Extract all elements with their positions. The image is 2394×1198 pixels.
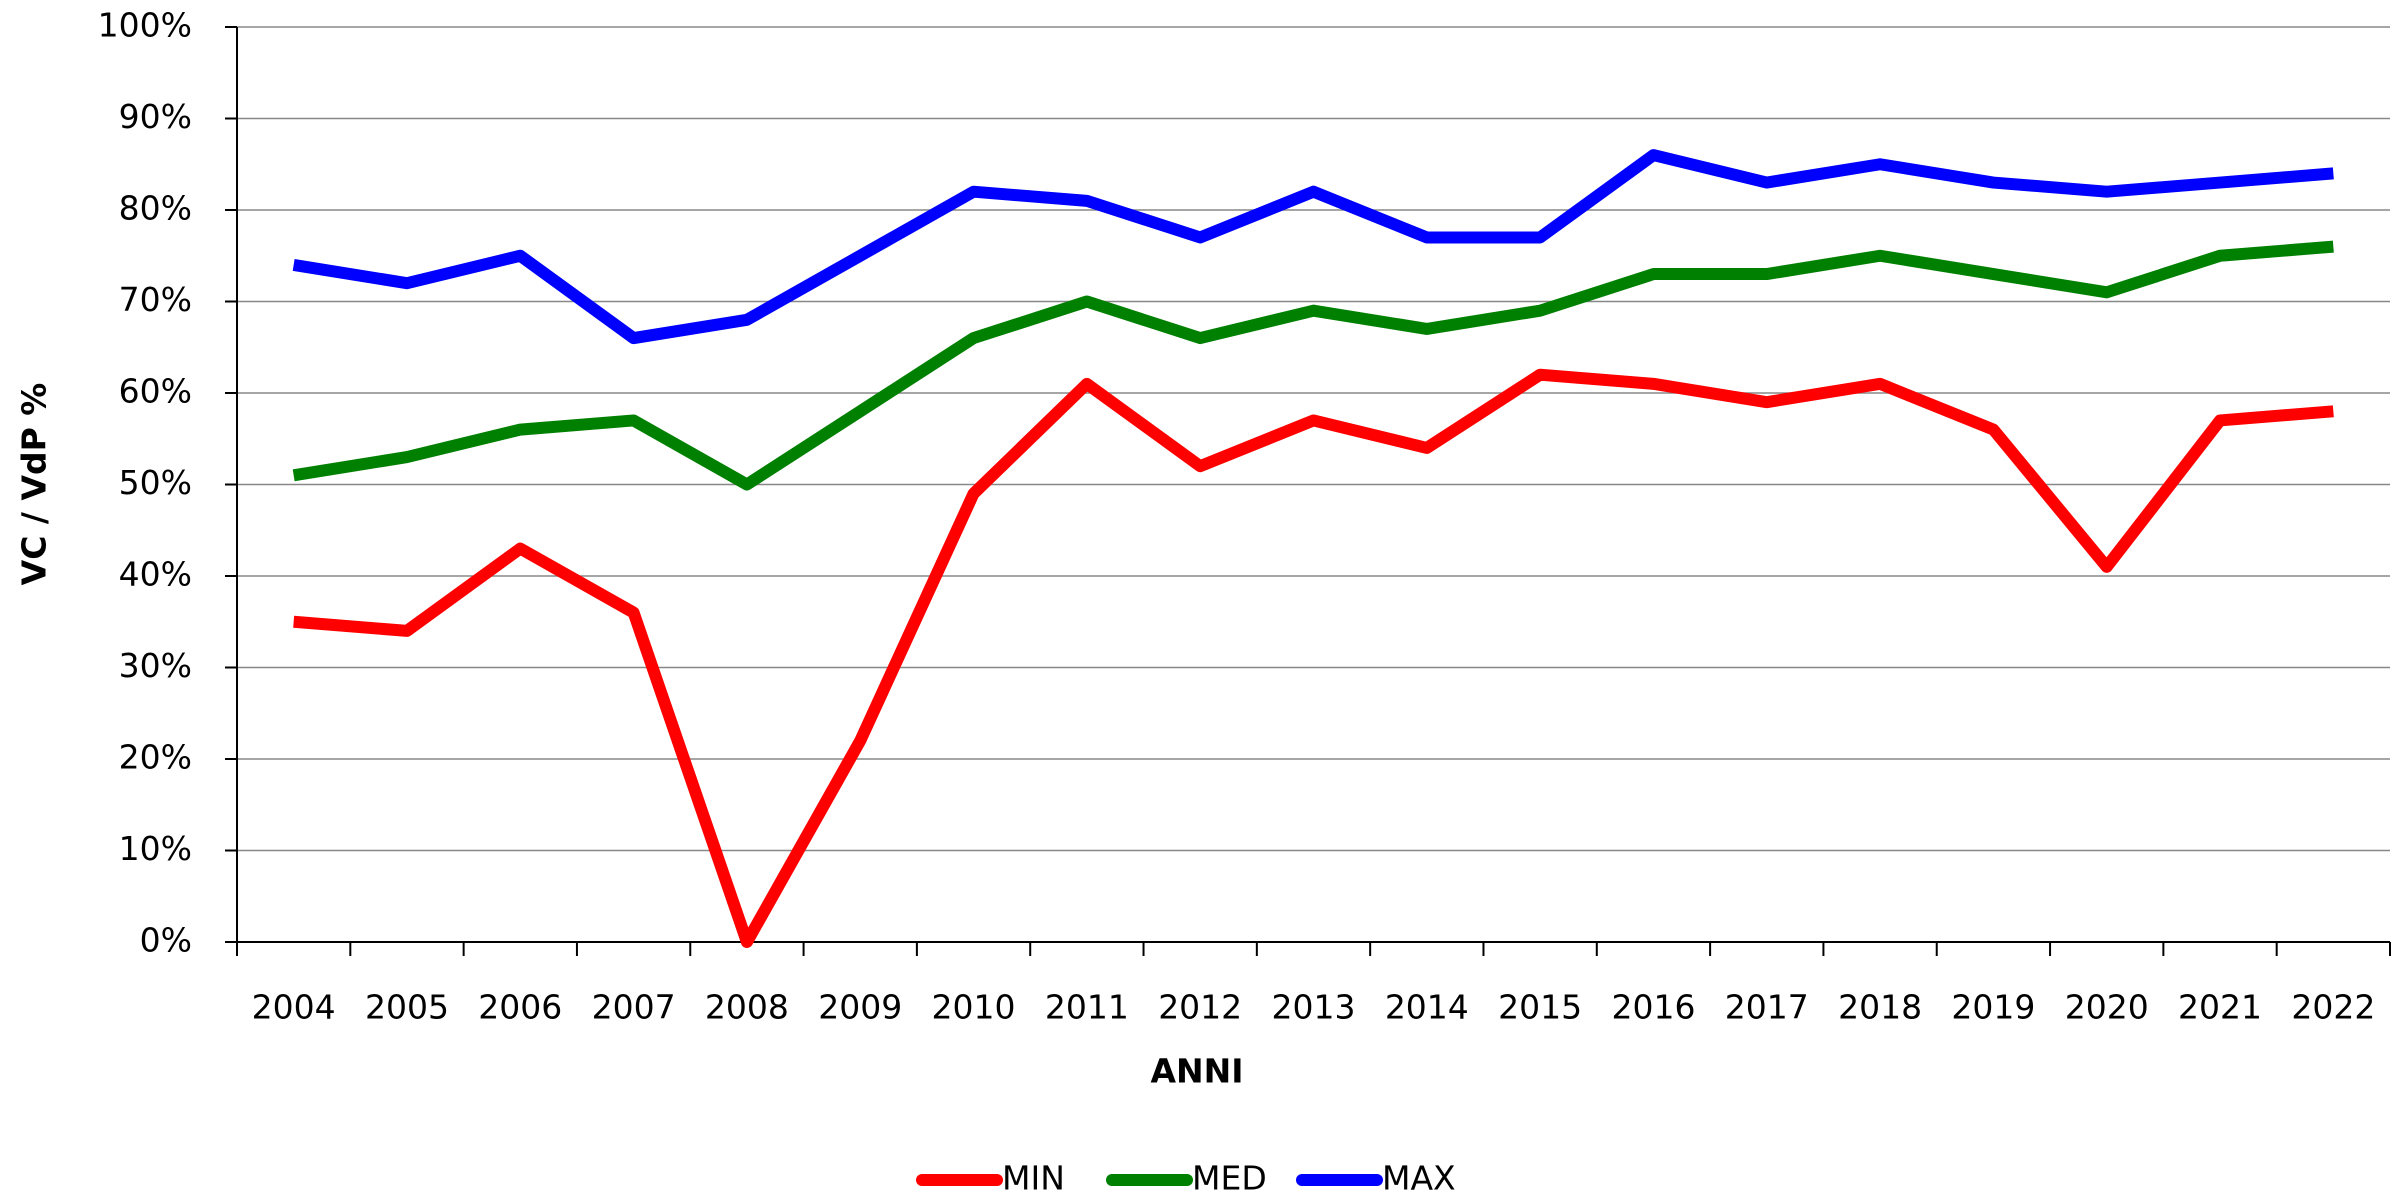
series-line xyxy=(292,240,2334,491)
y-tick-label: 80% xyxy=(119,189,192,228)
y-tick-label: 100% xyxy=(98,6,192,45)
x-tick-label: 2022 xyxy=(2291,988,2375,1027)
y-tick-label: 60% xyxy=(119,372,192,411)
x-tick-label: 2011 xyxy=(1045,988,1129,1027)
x-tick-label: 2008 xyxy=(705,988,789,1027)
y-tick-label: 0% xyxy=(140,921,192,960)
x-tick-label: 2021 xyxy=(2178,988,2262,1027)
x-tick-label: 2012 xyxy=(1158,988,1242,1027)
x-tick-label: 2014 xyxy=(1385,988,1469,1027)
y-tick-label: 10% xyxy=(119,829,192,868)
x-tick-label: 2017 xyxy=(1725,988,1809,1027)
y-axis-label: VC / VdP % xyxy=(15,383,54,586)
y-tick-label: 40% xyxy=(119,555,192,594)
series-line xyxy=(292,149,2334,345)
y-tick-label: 50% xyxy=(119,463,192,502)
legend-label: MIN xyxy=(1002,1159,1065,1198)
y-tick-label: 70% xyxy=(119,280,192,319)
y-tick-label: 20% xyxy=(119,738,192,777)
x-tick-label: 2019 xyxy=(1951,988,2035,1027)
x-tick-label: 2018 xyxy=(1838,988,1922,1027)
series-line xyxy=(293,368,2334,948)
x-axis-label: ANNI xyxy=(1150,1052,1243,1091)
x-tick-label: 2007 xyxy=(592,988,676,1027)
y-tick-label: 90% xyxy=(119,97,192,136)
x-tick-label: 2016 xyxy=(1611,988,1695,1027)
x-tick-label: 2010 xyxy=(932,988,1016,1027)
y-tick-label: 30% xyxy=(119,646,192,685)
x-tick-label: 2015 xyxy=(1498,988,1582,1027)
x-tick-label: 2013 xyxy=(1272,988,1356,1027)
legend-label: MED xyxy=(1192,1159,1267,1198)
legend-label: MAX xyxy=(1382,1159,1456,1198)
x-tick-label: 2004 xyxy=(252,988,336,1027)
x-tick-label: 2020 xyxy=(2065,988,2149,1027)
x-tick-label: 2006 xyxy=(478,988,562,1027)
x-tick-label: 2009 xyxy=(818,988,902,1027)
x-tick-label: 2005 xyxy=(365,988,449,1027)
